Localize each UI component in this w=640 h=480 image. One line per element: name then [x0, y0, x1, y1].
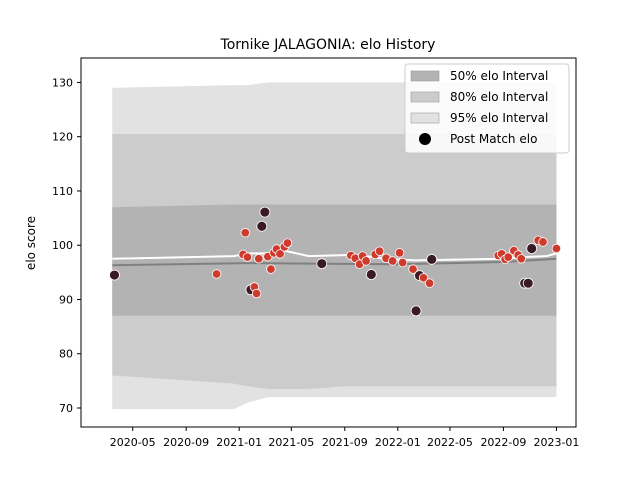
plot-area: [109, 82, 562, 410]
legend-label: 80% elo Interval: [450, 90, 548, 104]
legend-label: 50% elo Interval: [450, 69, 548, 83]
median-elo-line: [112, 257, 557, 267]
y-tick-label: 100: [52, 239, 73, 252]
post-match-point: [522, 277, 534, 289]
x-tick-label: 2021-01: [216, 436, 262, 449]
post-match-point: [266, 264, 276, 274]
post-match-point: [410, 305, 422, 317]
legend-label: 95% elo Interval: [450, 111, 548, 125]
x-tick-label: 2022-01: [375, 436, 421, 449]
post-match-point: [551, 243, 562, 254]
post-match-point: [316, 258, 328, 270]
post-match-point: [516, 254, 526, 264]
post-match-point: [240, 228, 250, 238]
legend-frame: [404, 63, 570, 154]
post-match-point: [397, 257, 408, 268]
y-tick-label: 70: [59, 402, 73, 415]
post-match-point: [426, 253, 438, 265]
post-match-point: [242, 252, 253, 262]
post-match-point: [365, 269, 377, 280]
y-tick-label: 110: [52, 185, 73, 198]
post-match-point: [418, 273, 429, 283]
legend-swatch-band50: [410, 70, 440, 82]
x-tick-label: 2022-09: [480, 436, 526, 449]
post-match-point: [387, 256, 398, 266]
interval-bands: [112, 82, 557, 410]
post-match-point: [251, 288, 262, 299]
x-axis: 2020-05 2020-09 2021-01 2021-05 2021-09 2022-…: [110, 427, 579, 449]
post-match-point: [526, 243, 538, 254]
chart-title: Tornike JALAGONIA: elo History: [220, 37, 436, 53]
legend-swatch-band95: [410, 112, 440, 124]
post-match-point: [254, 254, 264, 264]
y-tick-label: 90: [59, 293, 73, 306]
post-match-point: [408, 264, 418, 274]
y-tick-label: 120: [52, 131, 73, 144]
y-axis: 70 80 90 100 110 120 130: [52, 76, 81, 415]
post-match-point: [374, 246, 385, 256]
post-match-point: [538, 237, 548, 247]
legend-swatch-band80: [410, 91, 440, 103]
x-tick-label: 2021-09: [322, 436, 368, 449]
post-match-point: [394, 248, 405, 258]
x-tick-label: 2020-09: [163, 436, 209, 449]
post-match-point: [256, 220, 268, 232]
x-tick-label: 2020-05: [110, 436, 156, 449]
post-match-point: [424, 278, 435, 288]
legend: 50% elo Interval 80% elo Interval 95% elo …: [404, 63, 570, 154]
band-50-interval: [112, 204, 557, 316]
legend-marker-post-match: [419, 133, 431, 145]
plot-frame: [80, 57, 577, 428]
y-tick-label: 80: [59, 348, 73, 361]
post-match-point: [503, 252, 513, 262]
x-tick-label: 2022-05: [427, 436, 473, 449]
x-tick-label: 2023-01: [533, 436, 579, 449]
y-axis-label: elo score: [24, 216, 38, 270]
x-tick-label: 2021-05: [268, 436, 314, 449]
legend-label: Post Match elo: [450, 132, 537, 146]
y-tick-label: 130: [52, 76, 73, 89]
post-match-point: [109, 269, 120, 281]
post-match-point: [259, 206, 271, 218]
post-match-point: [361, 256, 371, 266]
post-match-point: [211, 269, 222, 279]
post-match-point: [282, 238, 293, 248]
post-match-point: [275, 249, 285, 259]
post-match-points: [109, 206, 562, 317]
